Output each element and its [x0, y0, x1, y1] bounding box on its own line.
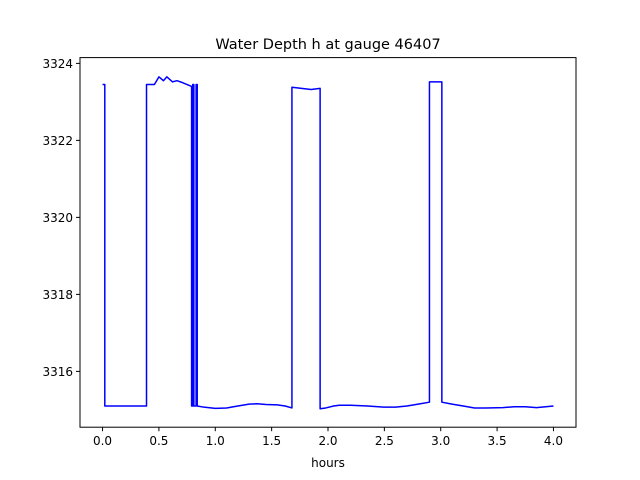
y-axis: 3316 3318 3320 3322 3324	[42, 57, 80, 379]
y-tick-label: 3316	[42, 365, 73, 379]
plot-area	[102, 76, 554, 410]
series-line-0	[102, 76, 554, 410]
x-axis: 0.0 0.5 1.0 1.5 2.0 2.5 3.0 3.5 4.0	[93, 427, 563, 448]
x-tick-label: 2.5	[375, 434, 394, 448]
y-tick-label: 3320	[42, 211, 73, 225]
chart-title: Water Depth h at gauge 46407	[215, 37, 440, 53]
y-tick-label: 3324	[42, 57, 73, 71]
x-tick-label: 3.0	[431, 434, 450, 448]
x-tick-label: 1.0	[206, 434, 225, 448]
y-tick-label: 3322	[42, 134, 73, 148]
x-tick-label: 4.0	[544, 434, 563, 448]
x-tick-label: 3.5	[488, 434, 507, 448]
x-tick-label: 0.5	[149, 434, 168, 448]
x-tick-label: 0.0	[93, 434, 112, 448]
x-tick-label: 1.5	[262, 434, 281, 448]
y-tick-label: 3318	[42, 288, 73, 302]
axes-frame	[79, 57, 577, 428]
x-axis-title: hours	[311, 456, 345, 470]
x-tick-label: 2.0	[318, 434, 337, 448]
